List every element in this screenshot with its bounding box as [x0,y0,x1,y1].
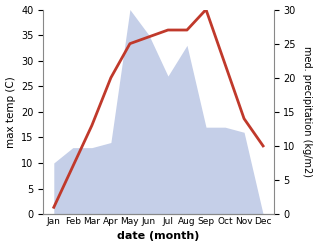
X-axis label: date (month): date (month) [117,231,200,242]
Y-axis label: med. precipitation (kg/m2): med. precipitation (kg/m2) [302,46,313,177]
Y-axis label: max temp (C): max temp (C) [5,76,16,148]
